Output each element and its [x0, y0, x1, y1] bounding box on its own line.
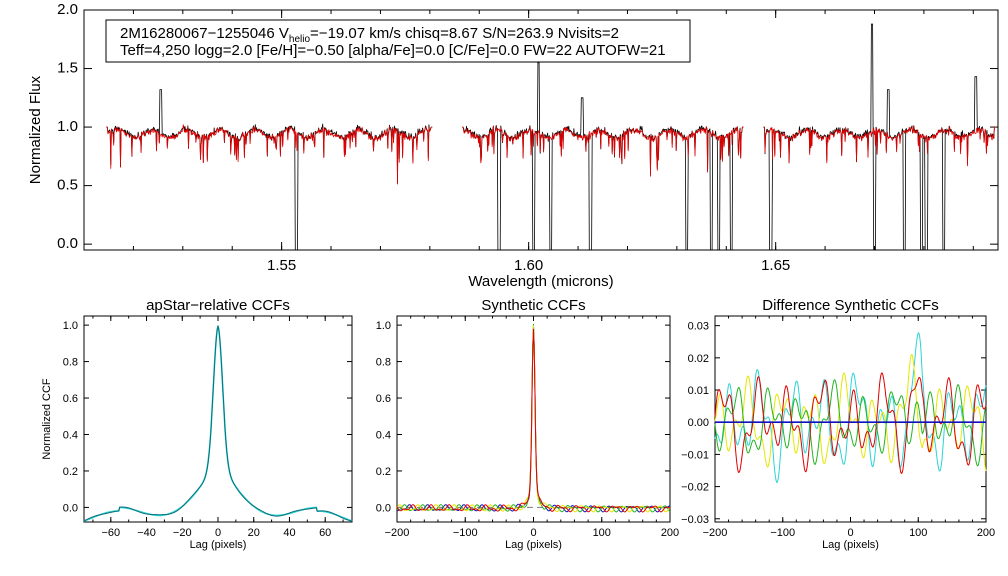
info-params-a: Teff=4,250 logg=2.0 [Fe/H [120, 42, 293, 59]
info-stats: =−19.07 km/s chisq=8.67 S/N=263.9 Nvisit… [310, 25, 619, 42]
diff_ccf-xlabel: Lag (pixels) [822, 539, 879, 551]
diff_ccf-xtick-label: −200 [703, 527, 728, 539]
synthetic_ccf-frame [396, 315, 671, 523]
info-params-b: ]=−0.50 [alpha/Fe]=0.0 [C/Fe]=0.0 FW=22 … [293, 42, 665, 59]
diff_ccf-title: Difference Synthetic CCFs [762, 297, 938, 314]
apstar_ccf-ytick-label: 0.6 [63, 393, 78, 405]
synthetic-ccf-panel: −200 −100 0 100 200 0.0 0.2 0.4 0.6 0.8 1.0 Synthet… [376, 297, 679, 551]
synthetic_ccf-title: Synthetic CCFs [481, 297, 585, 314]
info-helio-subscript: helio [289, 34, 311, 45]
synthetic_ccf-xtick-label: −200 [385, 527, 410, 539]
spectrum-ytick-label: 0.5 [57, 177, 78, 194]
spectrum-ytick-label: 2.0 [57, 1, 78, 18]
info-star-id: 2M16280067−1255046 V [120, 25, 289, 42]
diff_ccf-ytick-label: 0.00 [688, 417, 709, 429]
apstar-ccf-visit-2 [83, 325, 353, 522]
synthetic-ccf-visit-3 [396, 325, 671, 513]
spectrum-plot [106, 23, 996, 250]
apstar-ccf-panel: −60 −40 −20 0 20 40 60 0.0 0.2 0.4 0.6 0.8 1.0 apStar… [41, 297, 353, 551]
diff_ccf-xtick-label: 100 [909, 527, 927, 539]
synthetic_ccf-ytick-label: 0.8 [376, 357, 391, 369]
observed-spectrum-chip [462, 62, 744, 250]
spectrum-ylabel: Normalized Flux [27, 75, 44, 184]
apstar_ccf-ytick-label: 0.2 [63, 466, 78, 478]
spectrum-frame [83, 9, 999, 251]
apstar_ccf-xtick-label: 0 [215, 527, 221, 539]
apstar_ccf-ytick-label: 0.8 [63, 357, 78, 369]
model-spectrum-chip [763, 125, 996, 167]
diff_ccf-xtick-label: −100 [770, 527, 795, 539]
diff_ccf-ytick-label: 0.02 [688, 353, 709, 365]
apstar_ccf-xtick-label: −40 [137, 527, 156, 539]
diff_ccf-ytick-label: 0.01 [688, 385, 709, 397]
synthetic_ccf-xtick-label: 0 [530, 527, 536, 539]
synthetic_ccf-xtick-label: 100 [593, 527, 611, 539]
apstar_ccf-ytick-label: 0.4 [63, 429, 78, 441]
model-spectrum-chip [106, 124, 433, 185]
diff-ccf-panel: −200 −100 0 100 200 −0.03 −0.02 −0.01 0.00 0.01 0.… [681, 297, 995, 551]
info-line-1: 2M16280067−1255046 Vhelio=−19.07 km/s ch… [120, 25, 619, 45]
apstar_ccf-ytick-label: 1.0 [63, 320, 78, 332]
synthetic_ccf-ytick-label: 0.2 [376, 466, 391, 478]
apstar_ccf-xtick-label: −20 [173, 527, 192, 539]
apstar_ccf-xlabel: Lag (pixels) [190, 539, 247, 551]
observed-spectrum-chip [763, 23, 996, 250]
apstar_ccf-title: apStar−relative CCFs [146, 297, 290, 314]
spectrum-xtick-label: 1.60 [514, 257, 543, 274]
apstar_ccf-xtick-label: 40 [283, 527, 295, 539]
diff-ccf-diff-2 [714, 354, 987, 472]
synthetic_ccf-ytick-label: 0.4 [376, 429, 391, 441]
synthetic_ccf-xtick-label: −100 [453, 527, 478, 539]
spectrum-ytick-label: 1.5 [57, 60, 78, 77]
synthetic_ccf-ytick-label: 1.0 [376, 320, 391, 332]
apstar-ccf-visit-1 [83, 325, 353, 522]
info-box-frame [105, 19, 691, 63]
apstar_ccf-ylabel: Normalized CCF [41, 378, 53, 460]
spectrum-xlabel: Wavelength (microns) [468, 273, 613, 290]
spectrum-xtick-label: 1.55 [267, 257, 296, 274]
model-spectrum-chip [462, 125, 744, 177]
diff-ccf-diff-3 [714, 379, 987, 467]
apstar_ccf-xtick-label: −60 [101, 527, 120, 539]
observed-spectrum-chip [106, 89, 433, 250]
info-line-2: Teff=4,250 logg=2.0 [Fe/H]=−0.50 [alpha/… [120, 42, 666, 59]
diff_ccf-ytick-label: −0.02 [681, 482, 709, 494]
diff_ccf-ytick-label: −0.03 [681, 514, 709, 526]
diff_ccf-ytick-label: 0.03 [688, 321, 709, 333]
diff-ccf-diff-4 [714, 372, 987, 474]
apstar_ccf-xtick-label: 60 [319, 527, 331, 539]
diff_ccf-xtick-label: 0 [847, 527, 853, 539]
synthetic-ccf-visit-1 [396, 325, 671, 513]
spectrum-xtick-label: 1.65 [761, 257, 790, 274]
apstar_ccf-ytick-label: 0.0 [63, 502, 78, 514]
synthetic-ccf-visit-4 [396, 328, 671, 513]
synthetic-ccf-visit-2 [396, 323, 671, 513]
spectrum-panel: 1.55 1.60 1.65 0.0 0.5 1.0 1.5 2.0 Wavelength (m… [27, 1, 999, 290]
apstar_ccf-xtick-label: 20 [248, 527, 260, 539]
apstar_ccf-frame [83, 315, 353, 523]
diff_ccf-xtick-label: 200 [977, 527, 995, 539]
info-box: 2M16280067−1255046 Vhelio=−19.07 km/s ch… [105, 19, 691, 63]
synthetic_ccf-ytick-label: 0.6 [376, 393, 391, 405]
synthetic_ccf-xlabel: Lag (pixels) [505, 539, 562, 551]
diff_ccf-ytick-label: −0.01 [681, 449, 709, 461]
synthetic_ccf-ytick-label: 0.0 [376, 502, 391, 514]
spectrum-ytick-label: 1.0 [57, 118, 78, 135]
spectrum-ytick-label: 0.0 [57, 235, 78, 252]
synthetic_ccf-xtick-label: 200 [661, 527, 679, 539]
